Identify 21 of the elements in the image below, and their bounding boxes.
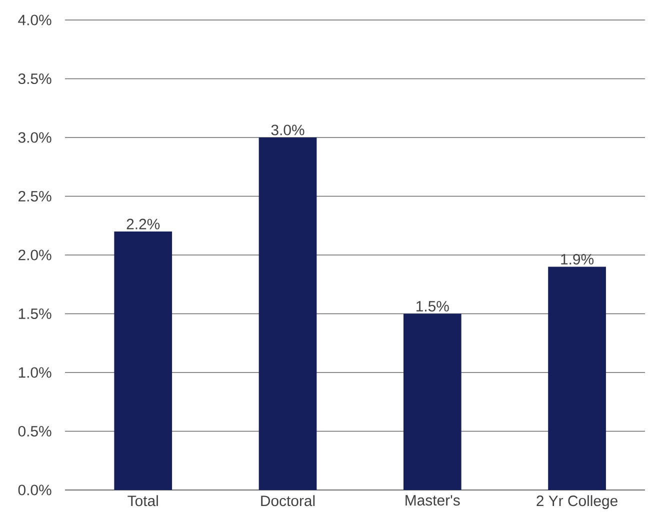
bar [258, 137, 317, 490]
x-tick-label: Doctoral [261, 495, 315, 506]
data-label: 1.9% [561, 254, 594, 265]
y-tick-label: 0.5% [18, 426, 52, 437]
data-label: 2.2% [126, 218, 160, 230]
y-tick-label: 3.5% [18, 73, 52, 84]
bar [114, 231, 172, 490]
y-tick-label: 2.0% [18, 250, 52, 260]
y-tick-label: 2.5% [18, 190, 52, 202]
bar [548, 266, 606, 490]
y-tick-label: 4.0% [18, 14, 52, 26]
y-tick-label: 3.0% [18, 132, 52, 143]
bar [403, 314, 462, 490]
y-tick-label: 1.5% [18, 308, 52, 319]
x-tick-label: 2 Yr College [536, 495, 618, 510]
data-label: 3.0% [271, 124, 304, 136]
y-tick-label: 1.0% [18, 367, 52, 378]
data-label: 1.5% [416, 301, 449, 312]
y-tick-label: 0.0% [18, 484, 52, 496]
x-tick-label: Master's [406, 495, 460, 506]
x-tick-label: Total [128, 495, 158, 506]
